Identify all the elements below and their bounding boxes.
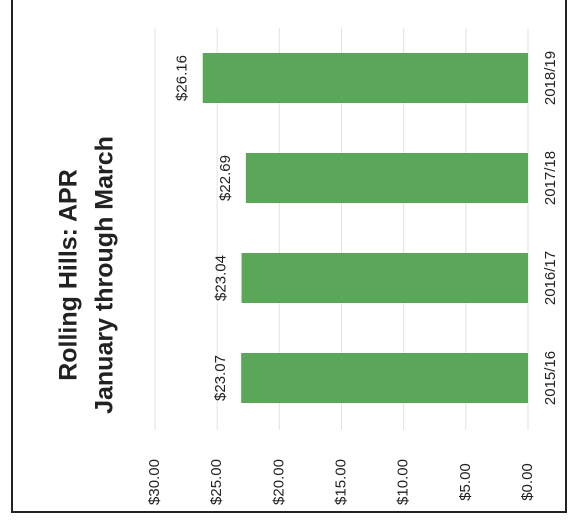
value-label: $22.69 (217, 155, 234, 201)
bar (202, 53, 528, 103)
y-tick-label: $20.00 (270, 459, 287, 505)
y-tick-label: $10.00 (395, 459, 412, 505)
value-label: $23.07 (212, 355, 229, 401)
value-label: $26.16 (174, 55, 191, 101)
x-tick-label: 2016/17 (542, 251, 559, 305)
chart-subtitle: January through March (91, 136, 119, 414)
y-tick-label: $0.00 (519, 463, 536, 501)
x-tick-label: 2017/18 (542, 151, 559, 205)
y-tick-label: $25.00 (208, 459, 225, 505)
bar (241, 353, 528, 403)
chart-title: Rolling Hills: APR (55, 169, 83, 381)
frame (11, 0, 567, 513)
x-tick-label: 2018/19 (542, 51, 559, 105)
y-tick-label: $15.00 (332, 459, 349, 505)
x-tick-label: 2015/16 (542, 351, 559, 405)
value-label: $23.04 (213, 255, 230, 301)
y-tick-label: $5.00 (457, 463, 474, 501)
y-tick-label: $30.00 (146, 459, 163, 505)
bar (245, 153, 528, 203)
bar (241, 253, 528, 303)
